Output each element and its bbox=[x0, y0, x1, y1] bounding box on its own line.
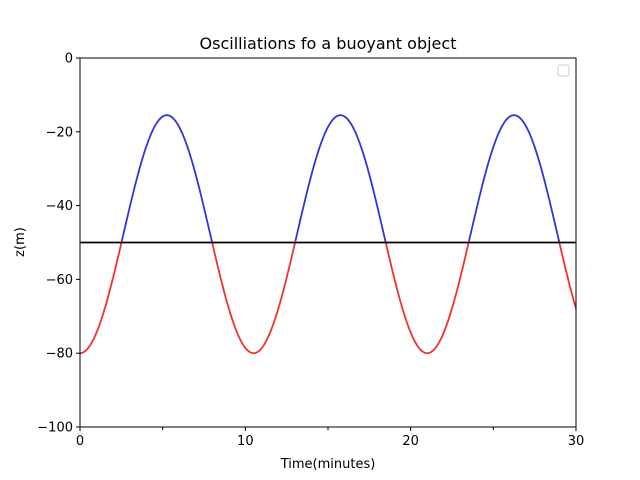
x-tick-label: 30 bbox=[568, 434, 585, 449]
series-line-above-equilibrium bbox=[121, 114, 214, 244]
y-axis-label: z(m) bbox=[13, 227, 28, 257]
y-tick-label: −100 bbox=[37, 421, 73, 436]
y-tick-label: −80 bbox=[46, 347, 73, 362]
plot-area bbox=[79, 114, 577, 355]
legend-box bbox=[557, 64, 570, 77]
y-tick-label: −40 bbox=[46, 199, 73, 214]
axes: 0 10 20 30 0 −20 −40 −60 −80 −100 bbox=[37, 52, 584, 450]
y-tick-label: 0 bbox=[65, 52, 73, 67]
chart-title: Oscilliations fo a buoyant object bbox=[200, 34, 457, 53]
x-axis-label: Time(minutes) bbox=[280, 457, 376, 472]
x-tick-label: 10 bbox=[237, 434, 254, 449]
series-line-below-equilibrium bbox=[211, 240, 297, 355]
y-tick-label: −20 bbox=[46, 125, 73, 140]
y-tick-label: −60 bbox=[46, 273, 73, 288]
series-line-below-equilibrium bbox=[384, 240, 470, 355]
series-line-below-equilibrium bbox=[558, 242, 577, 309]
series-line-above-equilibrium bbox=[468, 114, 561, 244]
series-line-above-equilibrium bbox=[294, 114, 387, 244]
x-tick-label: 20 bbox=[402, 434, 419, 449]
x-tick-label: 0 bbox=[76, 434, 84, 449]
series-line-below-equilibrium bbox=[79, 240, 123, 355]
